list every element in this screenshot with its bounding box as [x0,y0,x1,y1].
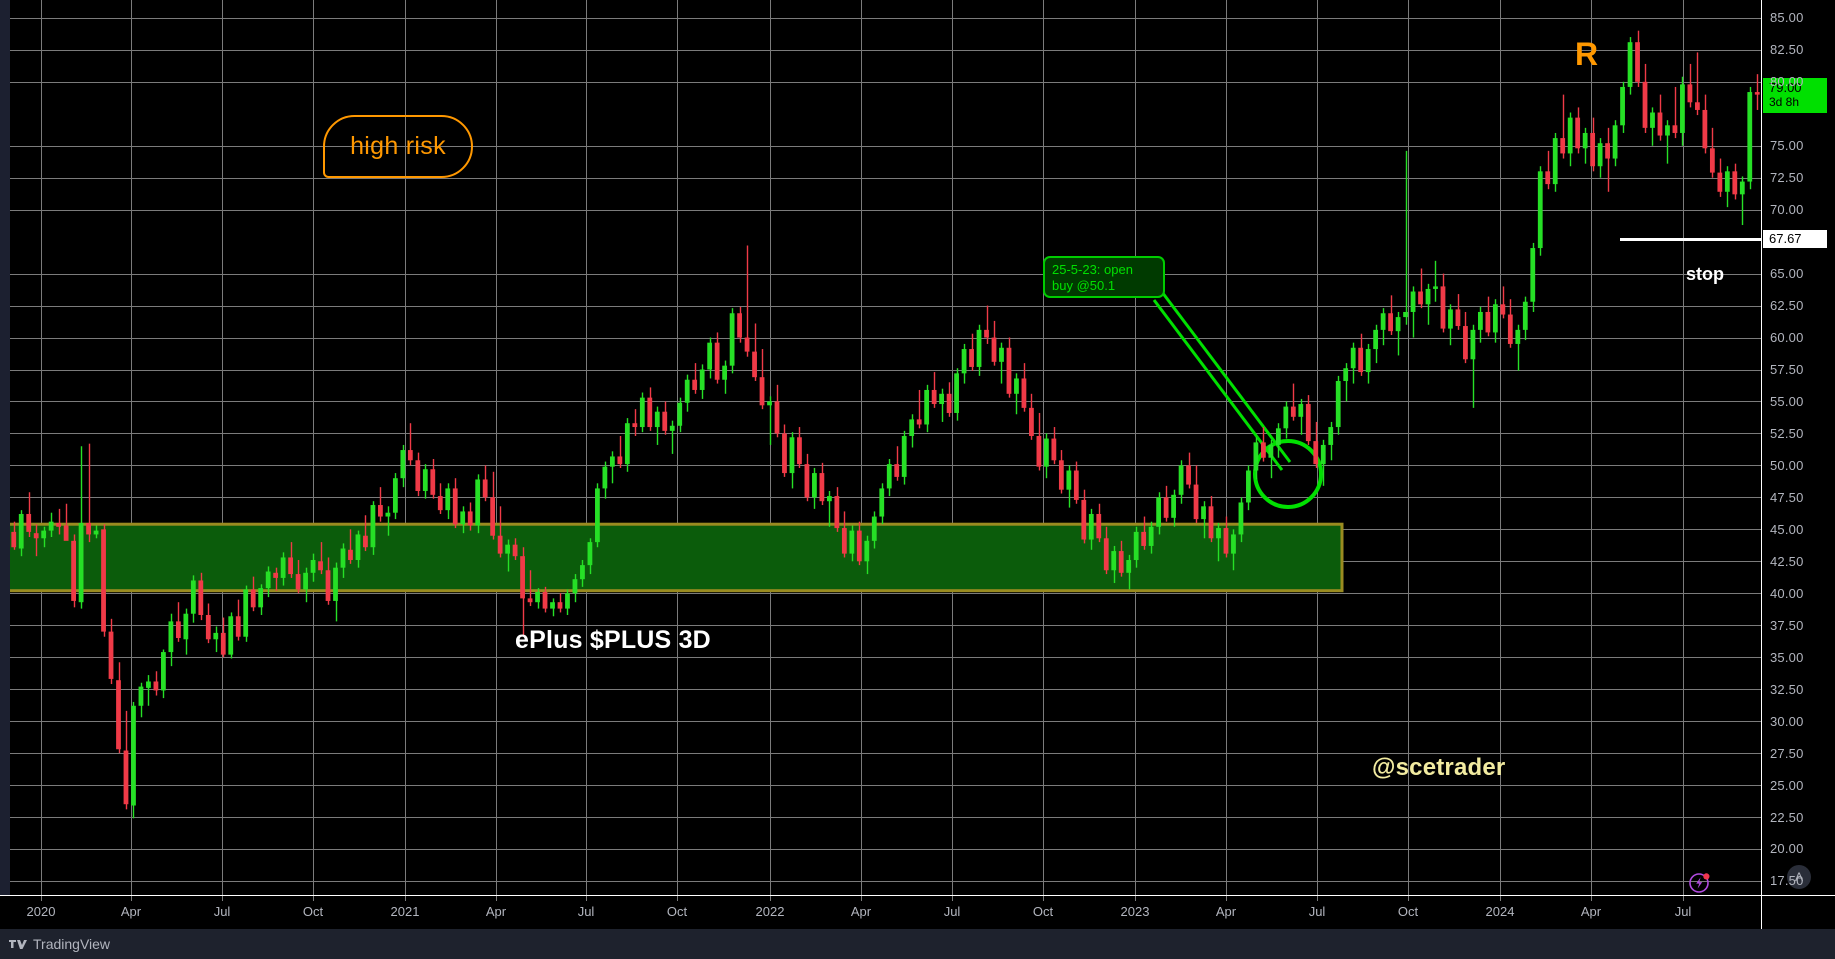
time-tick-mark [861,896,862,901]
author-watermark: @scetrader [1372,754,1506,781]
time-tick-mark [1135,896,1136,901]
chart-pane[interactable]: high risk 25-5-23: open buy @50.1 R stop… [0,0,1761,895]
price-tick: 32.50 [1770,681,1804,697]
time-tick: Oct [1032,904,1054,919]
time-tick: Oct [1397,904,1419,919]
time-tick: Jul [1308,904,1326,919]
time-tick-mark [1226,896,1227,901]
price-tick: 52.50 [1770,425,1804,441]
price-tick: 65.00 [1770,266,1804,282]
price-tick: 55.00 [1770,393,1804,409]
time-tick-mark [1408,896,1409,901]
time-tick-mark [131,896,132,901]
time-tick: Apr [120,904,142,919]
price-tick: 50.00 [1770,457,1804,473]
price-tick: 37.50 [1770,617,1804,633]
high-risk-label: high risk [350,132,446,160]
price-tick: 62.50 [1770,298,1804,314]
last-price-value: 79.00 [1769,79,1802,95]
time-tick: Oct [666,904,688,919]
price-tick: 47.50 [1770,489,1804,505]
price-tick: 45.00 [1770,521,1804,537]
alert-bolt-icon[interactable] [1689,871,1711,893]
chart-gridlines [10,0,1761,895]
time-tick: Jul [1674,904,1692,919]
price-tick: 40.00 [1770,585,1804,601]
price-tick: 80.00 [1770,74,1804,90]
time-tick: 2024 [1485,904,1515,919]
time-tick: 2023 [1120,904,1150,919]
price-tick: 60.00 [1770,330,1804,346]
time-tick: Apr [485,904,507,919]
auto-scale-button[interactable]: A [1787,865,1811,889]
price-tick: 30.00 [1770,713,1804,729]
time-tick: Jul [943,904,961,919]
time-tick-mark [1043,896,1044,901]
trade-note-line2: buy @50.1 [1052,278,1116,293]
time-tick: Apr [1215,904,1237,919]
time-tick: 2020 [26,904,56,919]
price-tick: 85.00 [1770,10,1804,26]
trade-note-callout[interactable]: 25-5-23: open buy @50.1 [1043,256,1165,298]
pane-left-strip [0,0,10,895]
time-tick-mark [222,896,223,901]
price-tick: 75.00 [1770,138,1804,154]
last-price-countdown: 3d 8h [1769,94,1800,109]
time-tick: 2022 [755,904,785,919]
price-tick: 57.50 [1770,362,1804,377]
time-tick-mark [1317,896,1318,901]
time-tick: Jul [213,904,231,919]
time-tick-mark [952,896,953,901]
trade-note-label: 25-5-23: open buy @50.1 [1052,262,1159,294]
chart-title-label: ePlus $PLUS 3D [515,626,711,654]
time-tick: Jul [577,904,595,919]
time-tick-mark [586,896,587,901]
last-price-tag: 79.00 3d 8h [1763,77,1827,113]
stop-price-tag: 67.67 [1763,230,1827,249]
price-tick: 35.00 [1770,649,1804,665]
price-tick: 27.50 [1770,745,1804,761]
tradingview-logo-icon[interactable]: TradingView [9,937,110,951]
trade-note-line1: 25-5-23: open [1052,262,1133,277]
stop-label: stop [1686,264,1724,284]
time-tick-mark [313,896,314,901]
high-risk-callout[interactable]: high risk [323,115,473,178]
price-tick: 20.00 [1770,841,1804,857]
time-tick-mark [1500,896,1501,901]
time-tick-mark [1683,896,1684,901]
candlestick-series [11,30,1760,819]
time-tick-mark [1591,896,1592,901]
price-tick: 42.50 [1770,553,1804,569]
time-tick-mark [41,896,42,901]
price-tick: 22.50 [1770,809,1804,825]
time-tick: Apr [1580,904,1602,919]
tradingview-logo-text: TradingView [33,936,111,952]
time-tick-mark [770,896,771,901]
price-tick: 17.50 [1770,873,1804,889]
price-tick: 70.00 [1770,202,1804,218]
time-axis[interactable]: 2020 Apr Jul Oct 2021 Apr Jul Oct 2022 Apr Jul Oct 2… [0,895,1761,930]
time-tick-mark [496,896,497,901]
chart-plot-area[interactable] [10,0,1761,895]
r-marker-label: R [1575,36,1599,72]
status-bar: TradingView [0,929,1835,959]
time-tick: Apr [850,904,872,919]
price-tick: 72.50 [1770,170,1804,186]
price-tick: 82.50 [1770,42,1804,58]
price-axis[interactable]: 67.67 79.00 3d 8h A 85.00 82.50 80.00 75.00… [1761,0,1835,895]
time-tick: 2021 [390,904,420,919]
time-tick-mark [677,896,678,901]
axis-corner [1761,895,1835,930]
price-tick: 25.00 [1770,777,1804,793]
time-tick-mark [405,896,406,901]
time-tick: Oct [302,904,324,919]
